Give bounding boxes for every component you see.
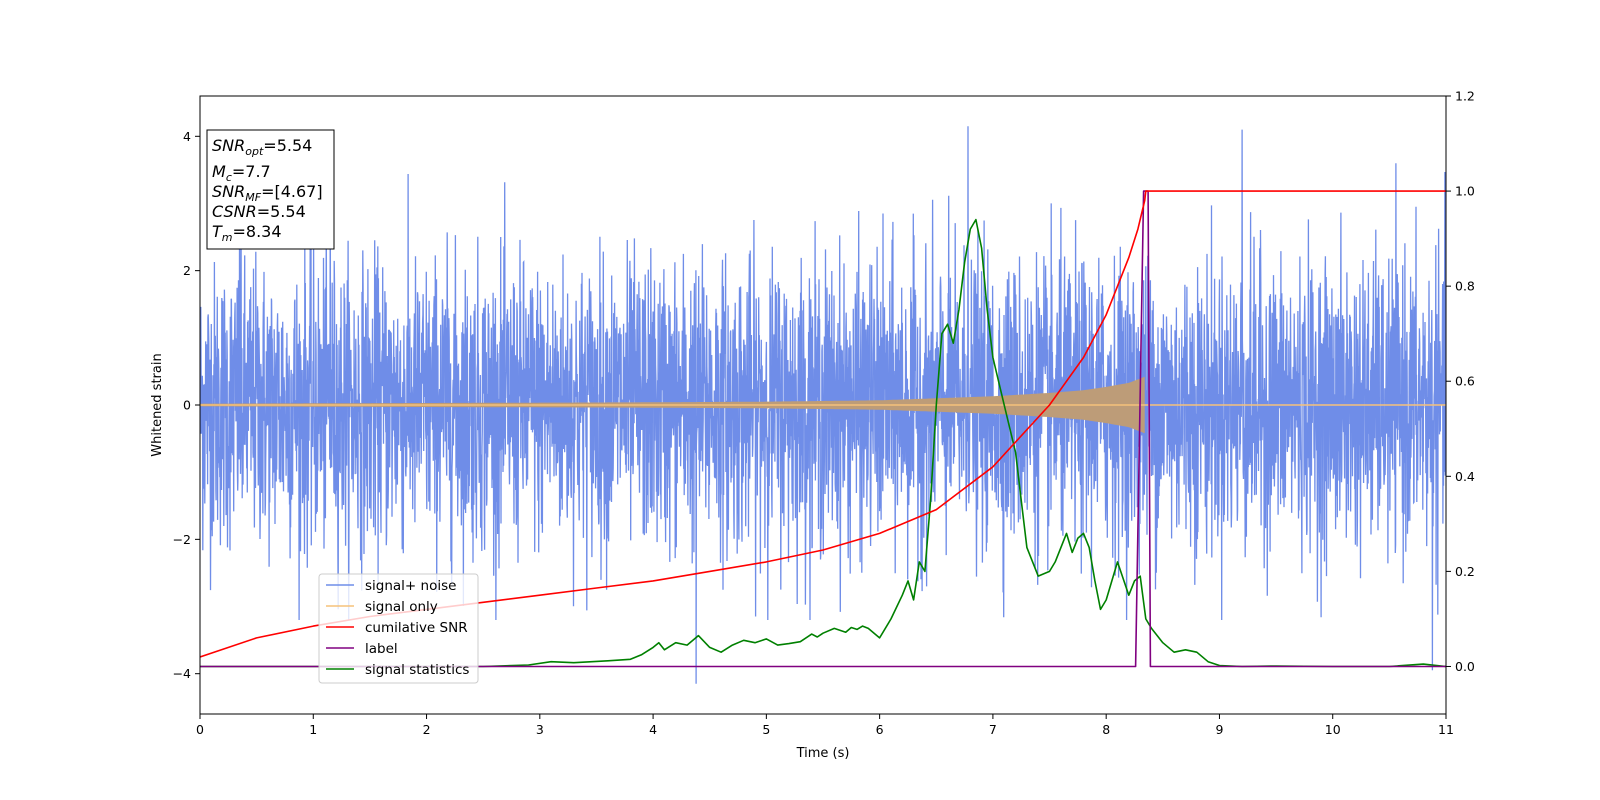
x-tick-label: 5 (762, 722, 770, 737)
y-right-tick-label: 0.4 (1455, 469, 1475, 484)
y-axis-label: Whitened strain (150, 353, 165, 456)
y-axis-right: 0.0 0.2 0.4 0.6 0.8 1.0 1.2 (1446, 89, 1475, 674)
y-right-tick-label: 0.0 (1455, 659, 1475, 674)
info-mc-value: 7.7 (245, 162, 270, 181)
legend-label-signal-statistics: signal statistics (365, 662, 469, 678)
info-tm: Tm=8.34 (212, 222, 282, 244)
y-left-tick-label: −4 (173, 666, 191, 681)
y-right-tick-label: 0.2 (1455, 564, 1475, 579)
info-snr-mf-value: [4.67] (274, 182, 322, 201)
legend-label-signal-noise: signal+ noise (365, 578, 456, 594)
x-tick-label: 9 (1215, 722, 1223, 737)
y-right-tick-label: 1.2 (1455, 89, 1475, 104)
info-mc: Mc=7.7 (212, 162, 271, 184)
y-right-tick-label: 0.6 (1455, 374, 1475, 389)
info-tm-value: 8.34 (246, 222, 282, 241)
legend-label-label: label (365, 641, 398, 657)
x-axis-label: Time (s) (796, 746, 850, 761)
x-tick-label: 0 (196, 722, 204, 737)
y-right-tick-label: 0.8 (1455, 279, 1475, 294)
info-csnr: CSNR=5.54 (212, 202, 306, 221)
x-tick-label: 2 (423, 722, 431, 737)
x-tick-label: 10 (1325, 722, 1341, 737)
x-tick-label: 8 (1102, 722, 1110, 737)
info-snr-opt: SNRopt=5.54 (212, 136, 312, 158)
legend-item-label: label (326, 641, 398, 657)
y-right-tick-label: 1.0 (1455, 184, 1475, 199)
y-left-tick-label: 0 (183, 398, 191, 413)
y-axis-left: −4 −2 0 2 4 (173, 129, 200, 681)
legend: signal+ noise signal only cumilative SNR… (318, 573, 479, 684)
legend-label-signal-only: signal only (365, 599, 438, 615)
series-layer (200, 126, 1446, 684)
info-snr-opt-value: 5.54 (277, 136, 313, 155)
legend-item-signal-noise: signal+ noise (326, 578, 456, 594)
info-box-frame (206, 129, 335, 250)
legend-item-cumulative-snr: cumilative SNR (326, 620, 468, 636)
info-box: SNRopt=5.54 Mc=7.7 SNRMF=[4.67] CSNR=5.5… (206, 129, 335, 250)
x-tick-label: 11 (1438, 722, 1454, 737)
y-left-tick-label: 2 (183, 263, 191, 278)
info-csnr-value: 5.54 (270, 202, 306, 221)
x-tick-label: 3 (536, 722, 544, 737)
y-left-tick-label: 4 (183, 129, 191, 144)
legend-item-signal-statistics: signal statistics (326, 662, 469, 678)
y-left-tick-label: −2 (173, 532, 191, 547)
x-tick-label: 7 (989, 722, 997, 737)
legend-item-signal-only: signal only (326, 599, 438, 615)
x-axis: 0 1 2 3 4 5 6 7 8 9 10 11 (196, 714, 1454, 737)
x-tick-label: 1 (309, 722, 317, 737)
legend-frame (318, 573, 479, 684)
legend-label-cumulative-snr: cumilative SNR (365, 620, 468, 636)
x-tick-label: 6 (876, 722, 884, 737)
info-snr-mf: SNRMF=[4.67] (212, 182, 323, 204)
x-tick-label: 4 (649, 722, 657, 737)
